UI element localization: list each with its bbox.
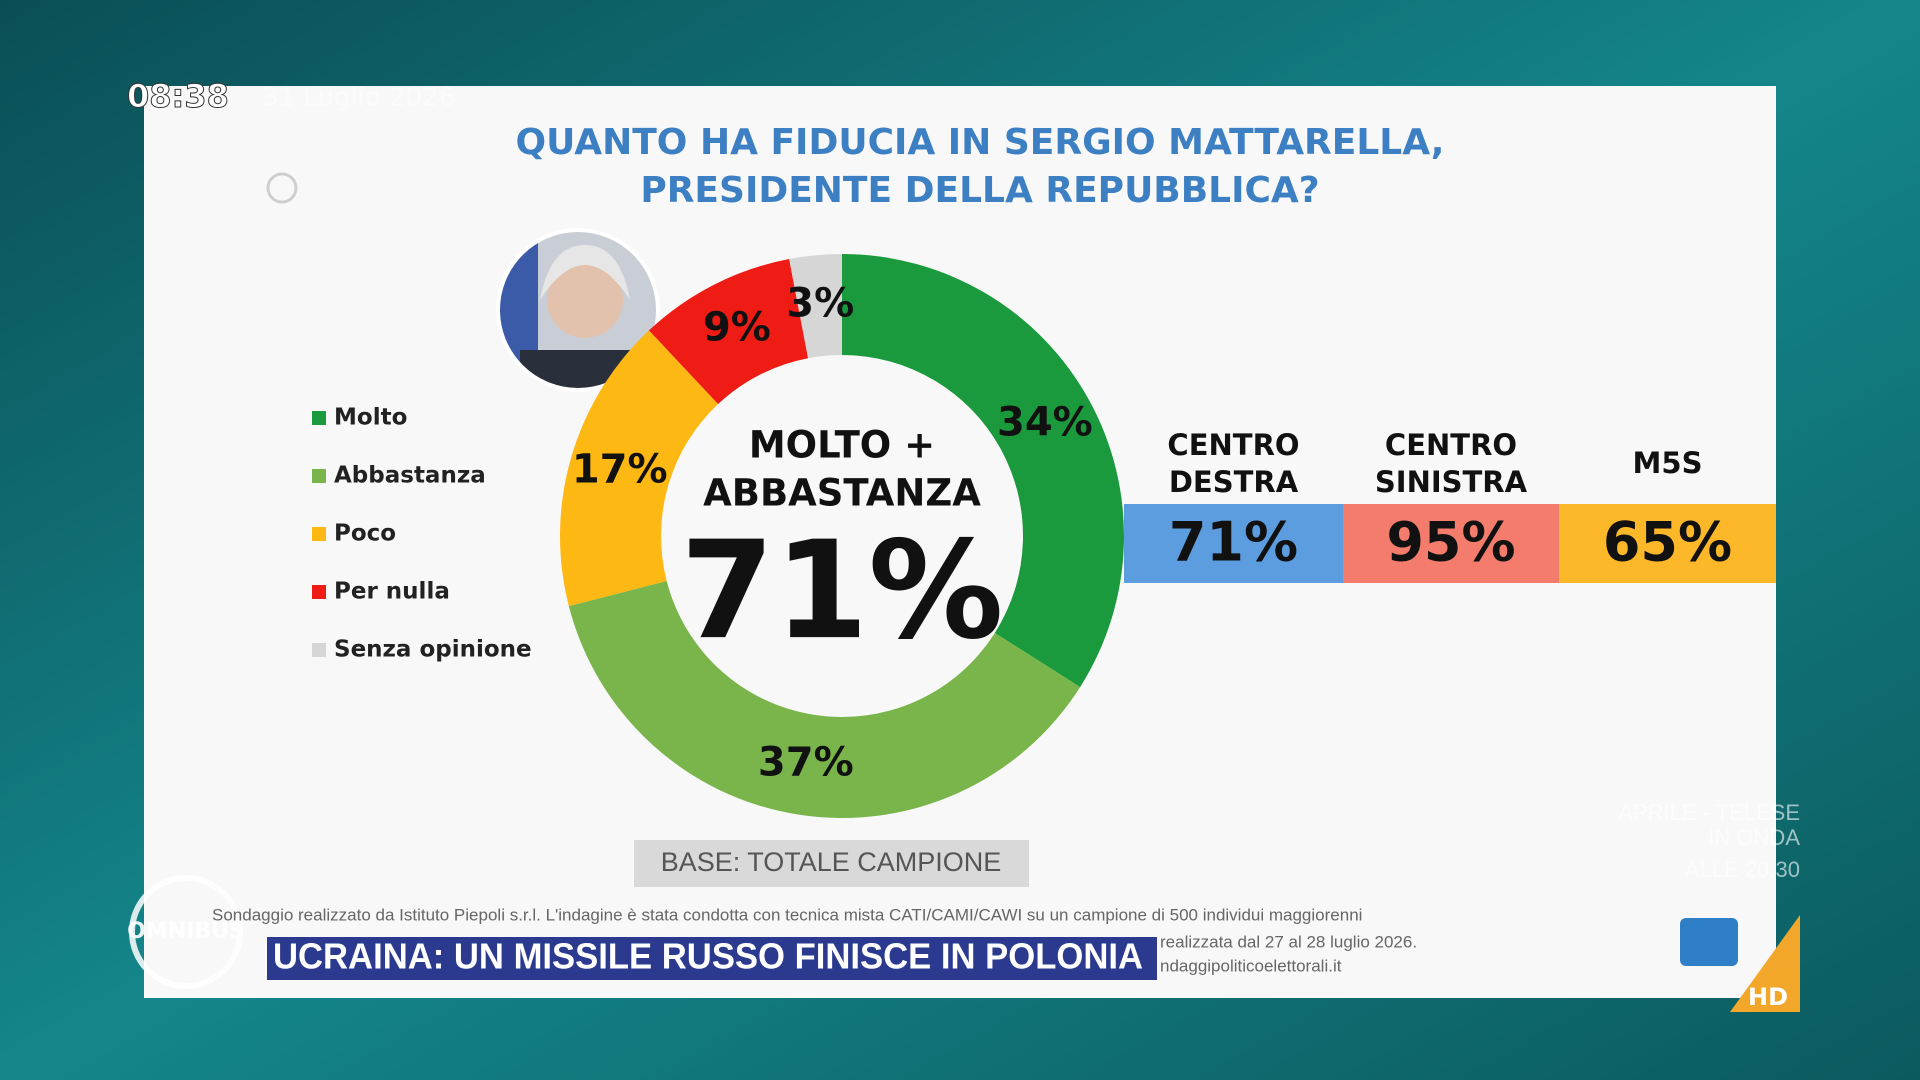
center-label: ABBASTANZA bbox=[703, 472, 981, 515]
promo: APRILE - TELESE bbox=[1618, 800, 1800, 825]
center-value: 71% bbox=[680, 512, 1003, 669]
donut-segment bbox=[560, 330, 719, 607]
group-label: DESTRA bbox=[1169, 465, 1299, 499]
data-label: 9% bbox=[703, 305, 771, 351]
watermark-logo bbox=[266, 172, 298, 204]
title: PRESIDENTE DELLA REPUBBLICA? bbox=[640, 170, 1319, 211]
headline: UCRAINA: UN MISSILE RUSSO FINISCE IN POL… bbox=[273, 936, 1143, 977]
group-label: CENTRO bbox=[1167, 428, 1299, 462]
legend-label: Per nulla bbox=[334, 579, 450, 605]
group-label: CENTRO bbox=[1385, 428, 1517, 462]
legend-label: Molto bbox=[334, 405, 407, 431]
data-label: 17% bbox=[572, 446, 668, 492]
data-label: 37% bbox=[758, 740, 854, 786]
ticker-bar bbox=[267, 937, 1157, 980]
legend-label: Poco bbox=[334, 521, 396, 547]
promo: IN ONDA bbox=[1708, 825, 1800, 850]
group-value: 65% bbox=[1603, 511, 1732, 574]
legend-label: Senza opinione bbox=[334, 637, 532, 663]
title: QUANTO HA FIDUCIA IN SERGIO MATTARELLA, bbox=[516, 122, 1445, 163]
group-box bbox=[1559, 504, 1776, 583]
promo: ALLE 20.30 bbox=[1685, 857, 1800, 882]
center-label: MOLTO + bbox=[749, 424, 935, 467]
group-label: SINISTRA bbox=[1375, 465, 1528, 499]
hd-corner bbox=[1730, 915, 1800, 1012]
donut-segment bbox=[842, 254, 1124, 688]
date: 31 Luglio 2026 bbox=[262, 83, 455, 113]
donut-segment bbox=[789, 254, 842, 359]
group-box bbox=[1343, 504, 1559, 583]
channel-logo bbox=[1680, 918, 1738, 966]
donut-segment bbox=[568, 581, 1081, 818]
group-label: M5S bbox=[1633, 446, 1703, 480]
footnote: ndaggipoliticoelettorali.it bbox=[1160, 956, 1342, 975]
base-box bbox=[634, 840, 1029, 887]
omnibus-logo: OMNIBUS bbox=[127, 919, 245, 944]
group-value: 95% bbox=[1386, 511, 1515, 574]
data-label: 3% bbox=[786, 281, 854, 327]
legend-swatch bbox=[312, 411, 326, 425]
group-value: 71% bbox=[1169, 511, 1298, 574]
footnote: realizzata dal 27 al 28 luglio 2026. bbox=[1160, 932, 1417, 951]
legend-swatch bbox=[312, 527, 326, 541]
omnibus-ring bbox=[129, 875, 243, 989]
legend-swatch bbox=[312, 469, 326, 483]
footnote: Sondaggio realizzato da Istituto Piepoli… bbox=[212, 905, 1362, 924]
group-box bbox=[1124, 504, 1343, 583]
legend-label: Abbastanza bbox=[334, 463, 486, 489]
donut-segment bbox=[648, 258, 809, 405]
legend-swatch bbox=[312, 585, 326, 599]
legend-swatch bbox=[312, 643, 326, 657]
hd-badge: HD bbox=[1748, 983, 1788, 1011]
base-label: BASE: TOTALE CAMPIONE bbox=[661, 847, 1002, 877]
portrait-ring bbox=[496, 228, 660, 392]
data-label: 34% bbox=[997, 399, 1093, 445]
clock: 08:38 bbox=[127, 77, 229, 115]
